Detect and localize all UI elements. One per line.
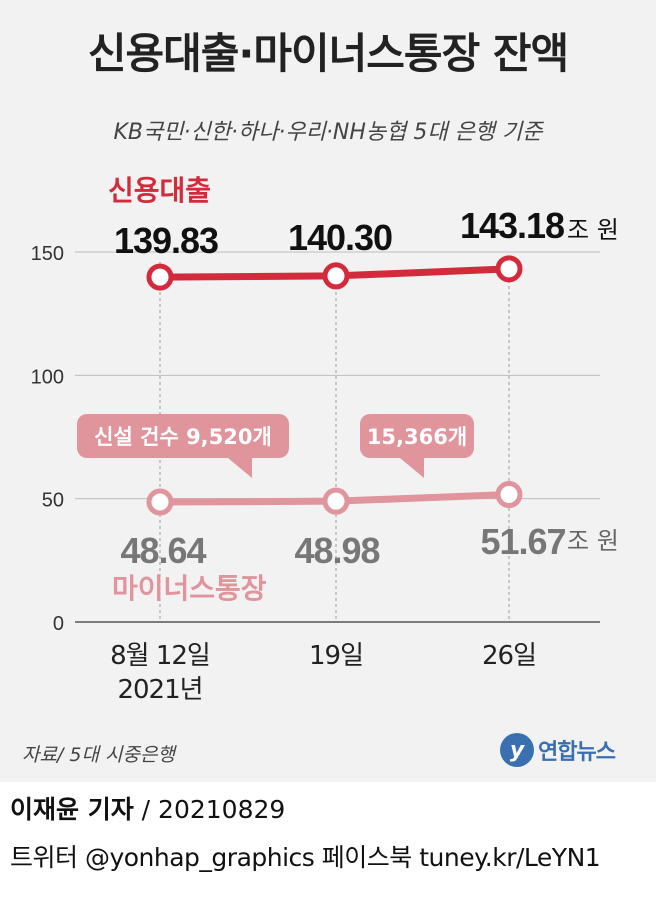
unit-label-credit: 조 원 [567, 216, 619, 244]
callout-text: 신설 건수 9,520개 [94, 425, 272, 449]
y-tick-label: 0 [53, 613, 64, 635]
callout-tail [400, 458, 424, 478]
data-label-credit: 139.83 [114, 220, 218, 261]
callout-text: 15,366개 [367, 425, 467, 449]
y-axis-ticks: 0 50 100 150 [31, 243, 64, 635]
y-tick-label: 50 [42, 490, 64, 512]
data-point-overdraft [146, 488, 174, 516]
series-lines [146, 255, 523, 516]
data-label-credit: 143.18 [460, 205, 564, 246]
reporter-date: / 20210829 [141, 795, 286, 824]
series-name-overdraft: 마이너스통장 [112, 572, 267, 605]
x-tick-label: 26일 [482, 641, 536, 671]
reporter-name: 이재윤 기자 [10, 795, 134, 824]
data-point-credit [495, 255, 523, 283]
unit-label-overdraft: 조 원 [567, 527, 619, 555]
yonhap-logo-icon: y [500, 733, 534, 767]
social-line: 트위터 @yonhap_graphics 페이스북 tuney.kr/LeYN1 [10, 843, 601, 872]
reporter-line: 이재윤 기자 / 20210829 [10, 790, 285, 826]
logo-text: 연합뉴스 [538, 740, 616, 765]
chart-subtitle: KB국민·신한·하나·우리·NH농협 5대 은행 기준 [113, 120, 543, 145]
callout-box [77, 414, 289, 458]
y-tick-label: 150 [31, 243, 64, 265]
data-point-credit [322, 262, 350, 290]
callout-tail [228, 458, 252, 478]
data-label-credit: 140.30 [288, 217, 392, 258]
chart-title: 신용대출·마이너스통장 잔액 [87, 29, 569, 78]
series-name-credit: 신용대출 [108, 174, 211, 207]
callouts: 신설 건수 9,520개 15,366개 [77, 414, 474, 478]
chart-panel [0, 0, 656, 782]
data-point-credit [146, 263, 174, 291]
data-point-overdraft [322, 487, 350, 515]
x-tick-label: 19일 [309, 641, 363, 671]
x-axis-ticks: 8월 12일 19일 26일 2021년 [110, 641, 537, 705]
source-note: 자료/ 5대 시중은행 [22, 744, 175, 766]
data-point-overdraft [495, 481, 523, 509]
data-label-overdraft: 48.98 [294, 530, 379, 571]
y-tick-label: 100 [31, 366, 64, 388]
data-label-overdraft: 51.67 [480, 521, 565, 562]
data-label-overdraft: 48.64 [120, 530, 206, 571]
x-tick-label: 8월 12일 [110, 641, 210, 671]
x-sub-label: 2021년 [117, 675, 202, 705]
callout-box [360, 414, 474, 458]
yonhap-logo: y 연합뉴스 [500, 730, 616, 770]
